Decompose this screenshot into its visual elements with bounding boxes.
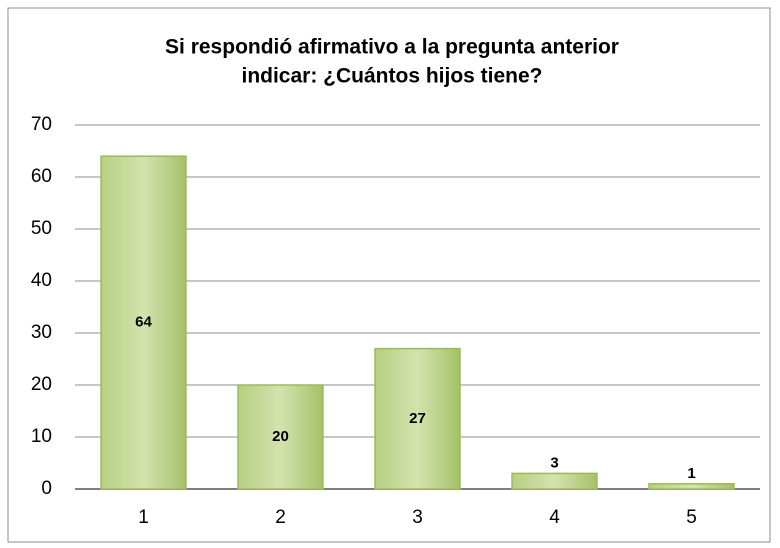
y-tick-label: 10: [31, 426, 52, 447]
y-tick-label: 70: [31, 114, 52, 135]
data-label: 64: [135, 314, 152, 331]
bar: [237, 384, 324, 490]
chart-title: Si respondió afirmativo a la pregunta an…: [165, 36, 619, 59]
x-tick-label: 5: [686, 507, 697, 528]
bar: [100, 155, 187, 490]
y-tick-label: 60: [31, 166, 52, 187]
x-tick-label: 1: [138, 507, 149, 528]
y-tick-label: 40: [31, 270, 52, 291]
y-tick-label: 0: [41, 478, 52, 499]
data-label: 1: [687, 465, 695, 482]
y-tick-label: 30: [31, 322, 52, 343]
x-tick-label: 3: [412, 507, 423, 528]
x-tick-label: 2: [275, 507, 286, 528]
y-tick-label: 50: [31, 218, 52, 239]
bar: [374, 347, 461, 490]
bar: [648, 483, 735, 490]
chart-title: indicar: ¿Cuántos hijos tiene?: [241, 65, 542, 88]
data-label: 27: [409, 410, 426, 427]
bar: [511, 472, 598, 490]
y-tick-label: 20: [31, 374, 52, 395]
data-label: 3: [550, 454, 558, 471]
x-tick-label: 4: [549, 507, 560, 528]
data-label: 20: [272, 428, 289, 445]
